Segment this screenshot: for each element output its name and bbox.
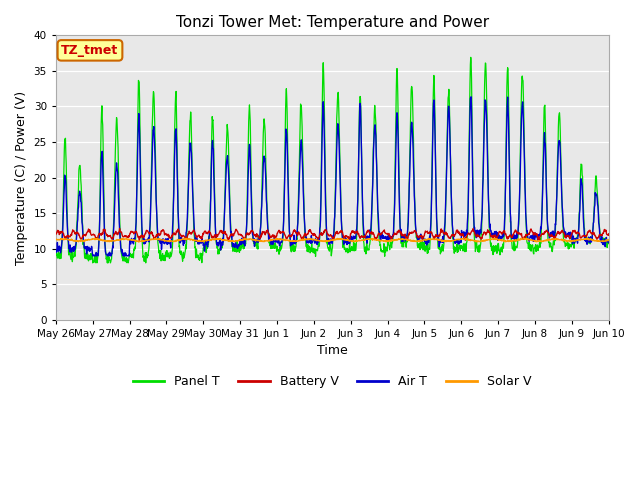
Air T [52, 247, 60, 253]
Solar V [419, 238, 426, 244]
Air T [237, 242, 245, 248]
Battery V [605, 231, 612, 237]
Panel T [237, 245, 245, 251]
Battery V [116, 226, 124, 231]
Air T [491, 231, 499, 237]
Line: Solar V: Solar V [56, 238, 609, 242]
Battery V [176, 230, 184, 236]
Solar V [491, 236, 499, 242]
Battery V [419, 234, 427, 240]
Solar V [520, 235, 527, 241]
X-axis label: Time: Time [317, 344, 348, 357]
Battery V [52, 231, 60, 237]
Battery V [136, 238, 143, 244]
Line: Panel T: Panel T [56, 57, 609, 263]
Panel T [467, 54, 475, 60]
Panel T [419, 244, 426, 250]
Panel T [491, 244, 499, 250]
Air T [605, 240, 612, 245]
Solar V [237, 238, 245, 243]
Panel T [89, 260, 97, 266]
Solar V [175, 238, 183, 244]
Panel T [540, 123, 548, 129]
Air T [89, 253, 97, 259]
Air T [540, 147, 548, 153]
Solar V [540, 239, 548, 244]
Air T [419, 236, 426, 242]
Line: Battery V: Battery V [56, 228, 609, 241]
Solar V [605, 237, 612, 242]
Air T [467, 94, 475, 100]
Panel T [605, 239, 612, 244]
Battery V [237, 232, 245, 238]
Title: Tonzi Tower Met: Temperature and Power: Tonzi Tower Met: Temperature and Power [176, 15, 489, 30]
Battery V [540, 232, 548, 238]
Panel T [52, 252, 60, 257]
Air T [162, 239, 170, 245]
Battery V [491, 234, 499, 240]
Solar V [162, 238, 170, 243]
Y-axis label: Temperature (C) / Power (V): Temperature (C) / Power (V) [15, 91, 28, 264]
Panel T [175, 244, 183, 250]
Legend: Panel T, Battery V, Air T, Solar V: Panel T, Battery V, Air T, Solar V [128, 370, 537, 393]
Solar V [135, 239, 143, 245]
Panel T [162, 249, 170, 255]
Air T [175, 236, 183, 242]
Solar V [52, 237, 60, 242]
Battery V [163, 231, 170, 237]
Line: Air T: Air T [56, 97, 609, 256]
Text: TZ_tmet: TZ_tmet [61, 44, 118, 57]
